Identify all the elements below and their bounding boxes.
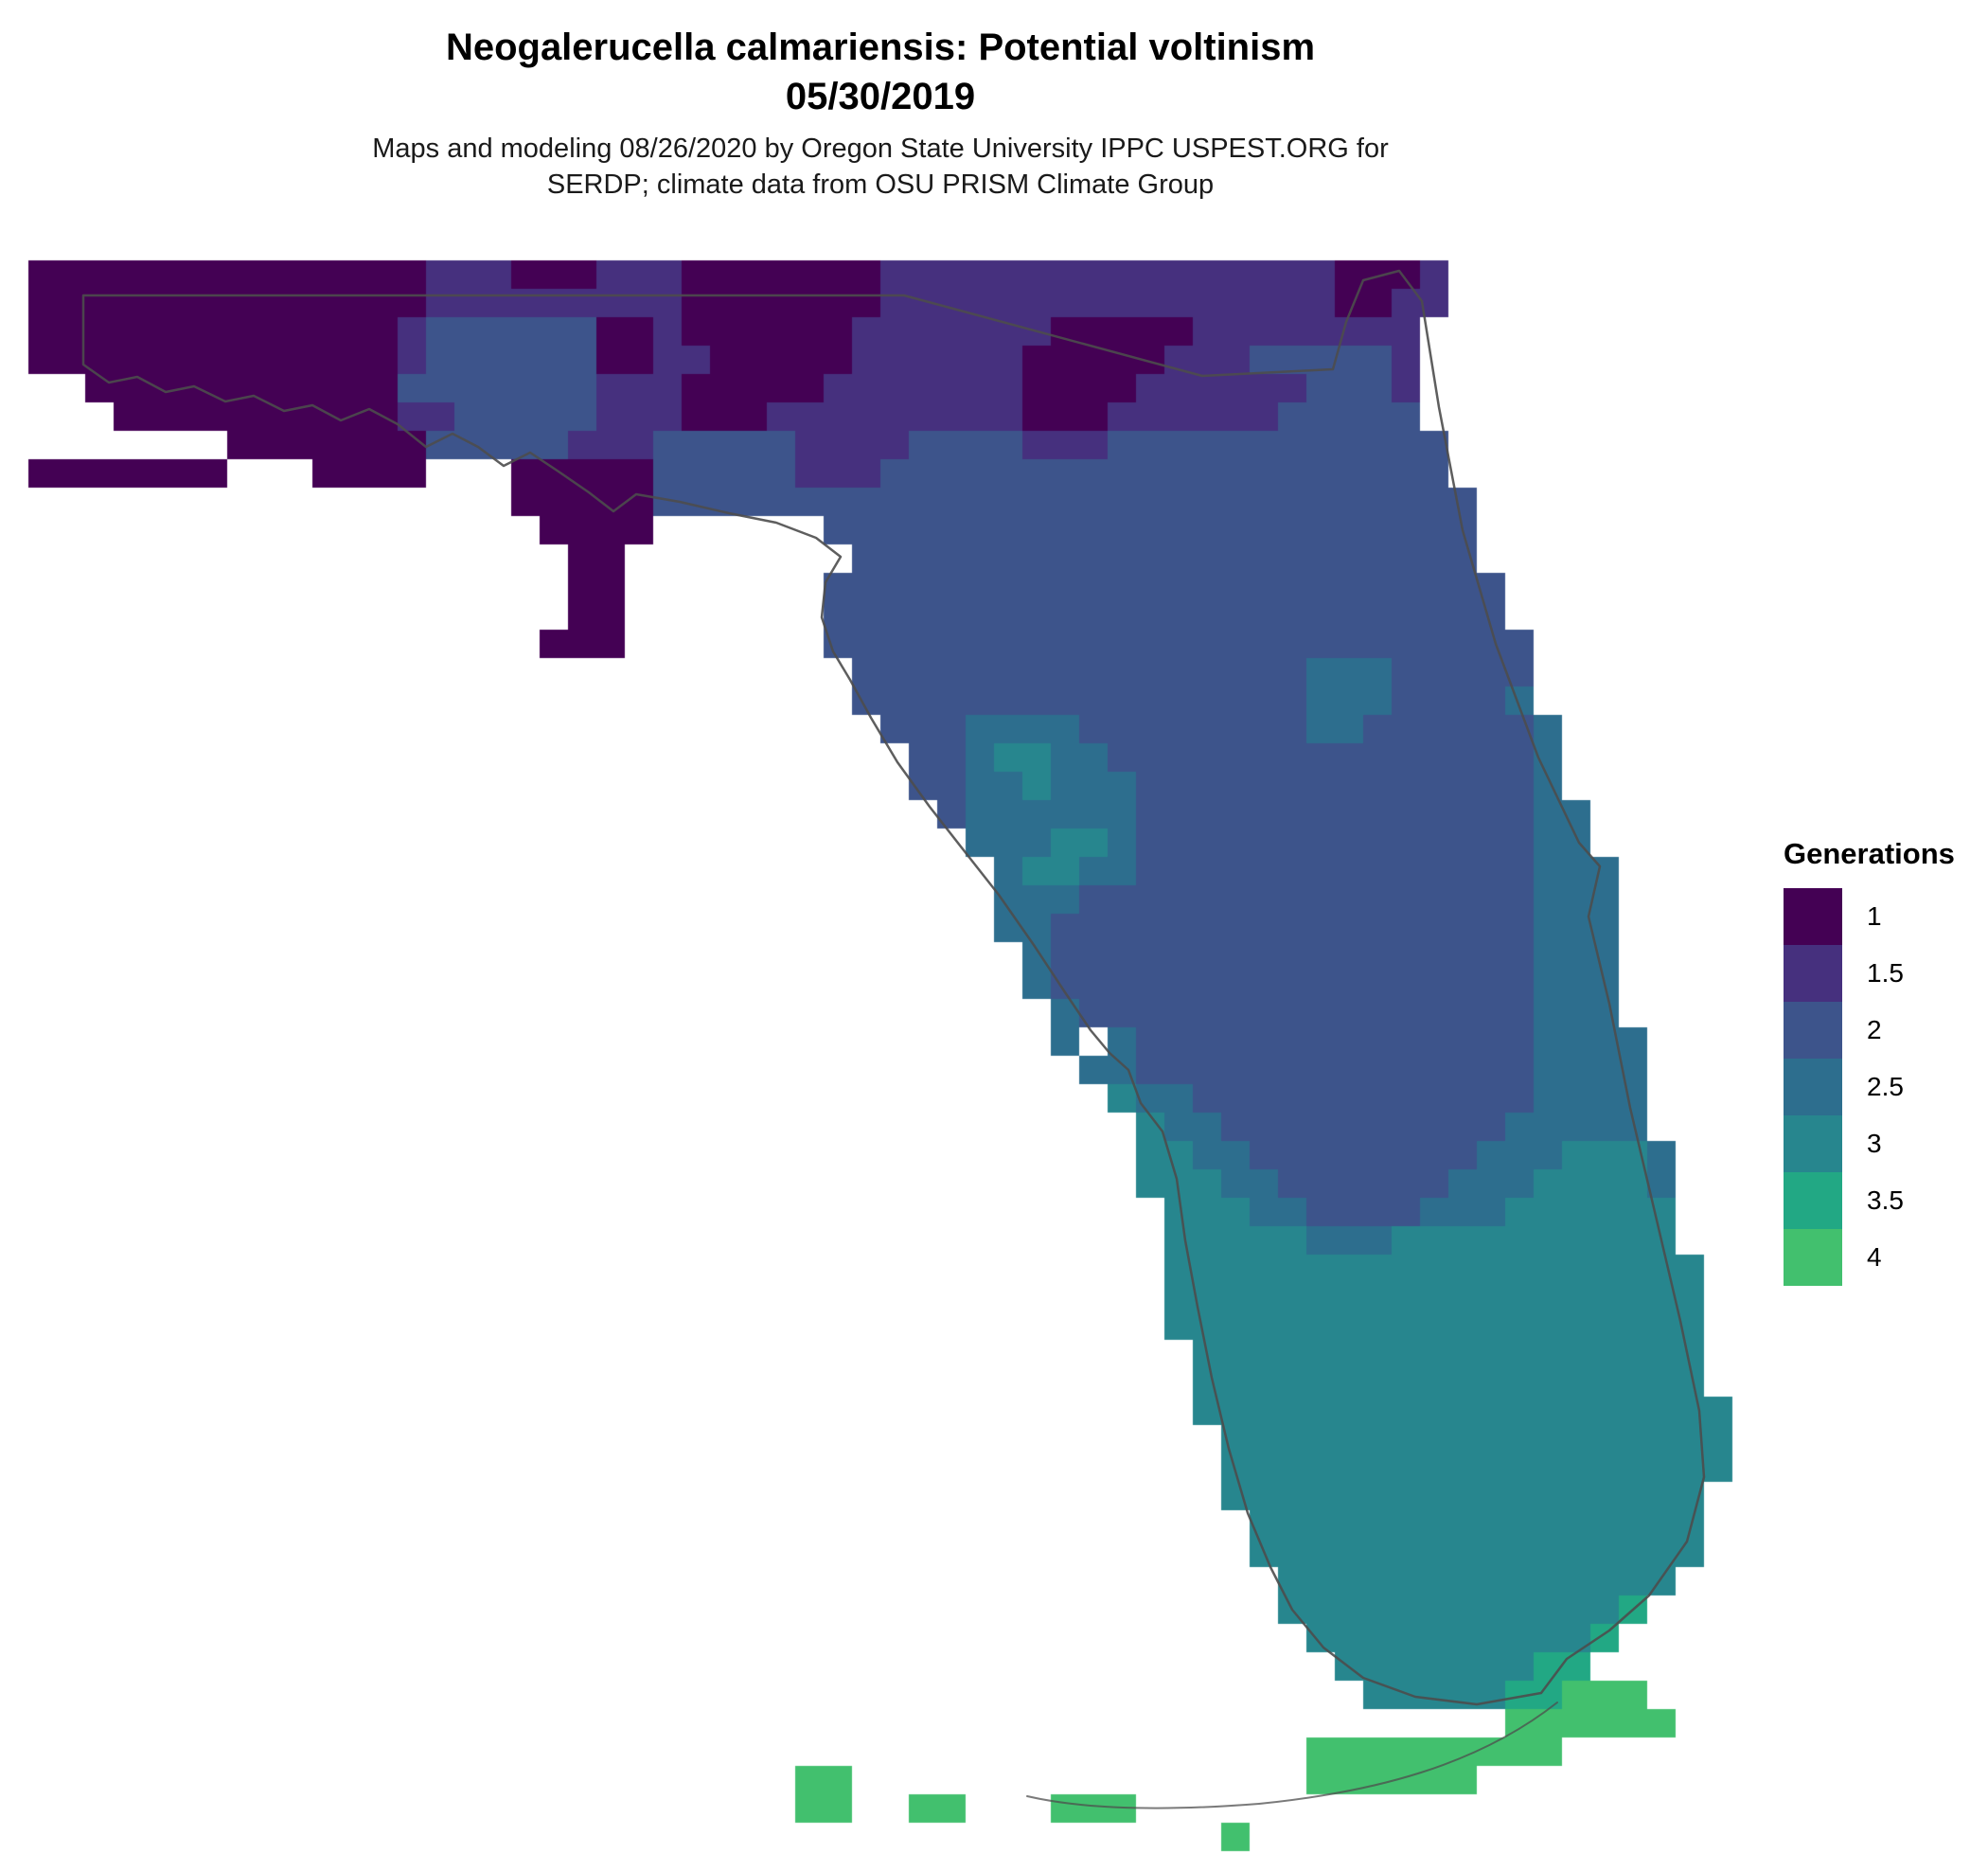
- map-subtitle-line2: SERDP; climate data from OSU PRISM Clima…: [546, 169, 1215, 200]
- figure-header: Neogalerucella calmariensis: Potential v…: [0, 23, 1761, 203]
- legend-entry: 2.5: [1784, 1059, 1955, 1115]
- legend-label: 4: [1867, 1242, 1882, 1272]
- legend-entry: 1.5: [1784, 945, 1955, 1002]
- legend-swatch: [1784, 1059, 1842, 1115]
- legend-label: 1.5: [1867, 958, 1904, 988]
- legend-swatch: [1784, 1002, 1842, 1059]
- map-title-line1: Neogalerucella calmariensis: Potential v…: [445, 27, 1316, 68]
- legend-entries: 1 1.5 2 2.5 3 3.5 4: [1784, 888, 1955, 1286]
- legend-title: Generations: [1784, 837, 1955, 870]
- map-title-line2: 05/30/2019: [785, 76, 976, 117]
- legend-entry: 4: [1784, 1229, 1955, 1286]
- legend-swatch: [1784, 888, 1842, 945]
- legend-label: 2.5: [1867, 1072, 1904, 1101]
- legend: Generations 1 1.5 2 2.5 3 3.5 4: [1784, 837, 1955, 1286]
- legend-swatch: [1784, 945, 1842, 1002]
- legend-swatch: [1784, 1172, 1842, 1229]
- legend-label: 3: [1867, 1129, 1882, 1158]
- legend-entry: 2: [1784, 1002, 1955, 1059]
- legend-swatch: [1784, 1229, 1842, 1286]
- legend-label: 2: [1867, 1015, 1882, 1044]
- legend-label: 1: [1867, 901, 1882, 931]
- legend-entry: 3: [1784, 1115, 1955, 1172]
- legend-label: 3.5: [1867, 1185, 1904, 1215]
- legend-entry: 3.5: [1784, 1172, 1955, 1229]
- map-subtitle-line1: Maps and modeling 08/26/2020 by Oregon S…: [372, 134, 1389, 164]
- legend-entry: 1: [1784, 888, 1955, 945]
- legend-swatch: [1784, 1115, 1842, 1172]
- title-subtitle-gap: [0, 121, 1761, 131]
